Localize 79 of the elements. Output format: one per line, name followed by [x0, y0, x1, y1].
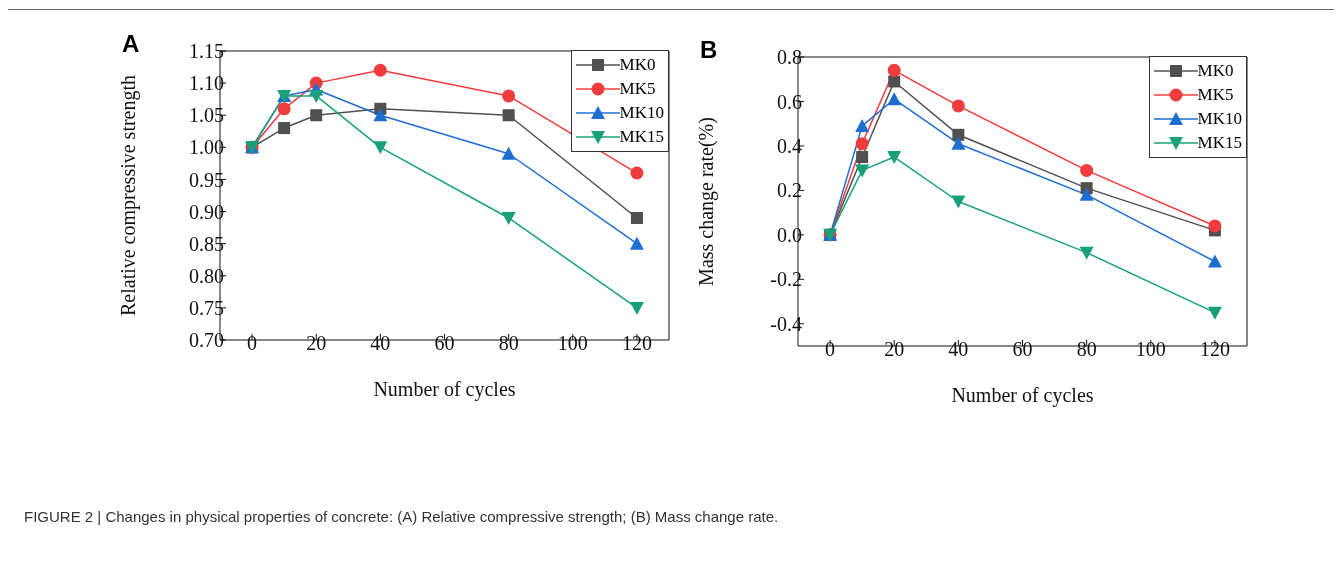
- legend-label: MK5: [619, 79, 656, 99]
- y-axis-title: Mass change rate(%): [695, 117, 719, 286]
- y-tick-label: 0.80: [189, 264, 224, 287]
- point: [887, 63, 901, 77]
- legend-label: MK5: [1197, 85, 1234, 105]
- y-axis-title: Relative compressive strength: [117, 74, 141, 317]
- point: [1079, 246, 1094, 260]
- point: [1080, 163, 1094, 177]
- y-tick-label: -0.4: [770, 312, 802, 335]
- point: [373, 63, 387, 77]
- x-tick-label: 100: [1135, 338, 1166, 361]
- y-tick-label: 1.10: [189, 72, 224, 95]
- point: [502, 109, 515, 122]
- point: [502, 89, 516, 103]
- x-tick-label: 60: [434, 332, 455, 355]
- point: [630, 166, 644, 180]
- chart-title: B: [700, 36, 718, 64]
- point: [951, 195, 966, 209]
- point: [888, 75, 901, 88]
- point: [887, 151, 902, 165]
- legend-label: MK15: [619, 127, 664, 147]
- point: [629, 236, 644, 250]
- point: [277, 102, 291, 116]
- chart-title: A: [122, 30, 140, 58]
- point: [855, 137, 869, 151]
- point: [1079, 187, 1094, 201]
- x-tick-label: 120: [621, 332, 652, 355]
- y-tick-label: 1.05: [189, 104, 224, 127]
- y-tick-label: -0.2: [770, 268, 802, 291]
- legend-label: MK15: [1197, 133, 1242, 153]
- x-tick-label: 20: [884, 338, 905, 361]
- y-tick-label: 0.70: [189, 329, 224, 352]
- x-tick-label: 80: [498, 332, 519, 355]
- point: [952, 128, 965, 141]
- y-tick-label: 0.8: [777, 46, 802, 69]
- y-tick-label: 0.6: [777, 90, 802, 113]
- point: [373, 108, 388, 122]
- legend-label: MK10: [619, 103, 664, 123]
- y-tick-label: 0.90: [189, 200, 224, 223]
- point: [855, 164, 870, 178]
- point: [373, 141, 388, 155]
- point: [501, 211, 516, 225]
- point: [501, 146, 516, 160]
- x-tick-label: 40: [948, 338, 969, 361]
- legend-label: MK0: [619, 55, 656, 75]
- x-axis-title: Number of cycles: [373, 378, 516, 401]
- point: [855, 118, 870, 132]
- point: [310, 109, 323, 122]
- point: [951, 99, 965, 113]
- caption: FIGURE 2 | Changes in physical properties of concrete: (A) Relative compressive strength; (B) Mass change rate.: [24, 508, 779, 525]
- point: [856, 151, 869, 164]
- y-tick-label: 0.2: [777, 179, 802, 202]
- y-tick-label: 0.75: [189, 296, 224, 319]
- point: [630, 211, 643, 224]
- point: [887, 92, 902, 106]
- x-tick-label: 60: [1012, 338, 1033, 361]
- y-tick-label: 0.95: [189, 168, 224, 191]
- point: [1207, 306, 1222, 320]
- y-tick-label: 1.00: [189, 136, 224, 159]
- y-tick-label: 1.15: [189, 40, 224, 63]
- legend-label: MK10: [1197, 109, 1242, 129]
- x-tick-label: 80: [1076, 338, 1097, 361]
- point: [1208, 219, 1222, 233]
- x-tick-label: 40: [370, 332, 391, 355]
- point: [278, 122, 291, 135]
- x-tick-label: 120: [1199, 338, 1230, 361]
- x-axis-title: Number of cycles: [951, 384, 1094, 407]
- point: [951, 136, 966, 150]
- x-tick-label: 0: [247, 332, 258, 355]
- x-tick-label: 0: [825, 338, 836, 361]
- y-tick-label: 0.4: [777, 135, 802, 158]
- point: [1207, 254, 1222, 268]
- x-tick-label: 100: [557, 332, 588, 355]
- legend-label: MK0: [1197, 61, 1234, 81]
- x-tick-label: 20: [306, 332, 327, 355]
- point: [629, 301, 644, 315]
- y-tick-label: 0.0: [777, 223, 802, 246]
- point: [309, 89, 324, 103]
- y-tick-label: 0.85: [189, 232, 224, 255]
